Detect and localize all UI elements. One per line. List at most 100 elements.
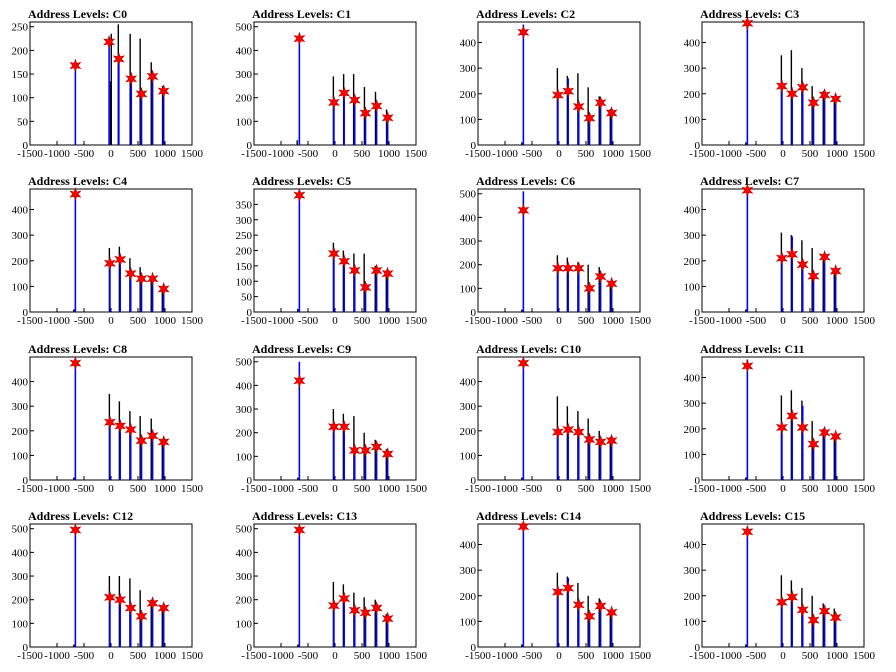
peak-marker <box>517 203 530 218</box>
x-tick-label: 1500 <box>853 650 876 662</box>
y-tick-label: 400 <box>236 45 253 57</box>
peak-marker <box>583 111 596 126</box>
peak-marker <box>381 266 394 281</box>
x-tick-label: 1500 <box>629 148 652 160</box>
x-tick-label: 500 <box>578 148 595 160</box>
y-tick-label: 150 <box>236 261 253 273</box>
peak-marker <box>605 106 618 120</box>
y-tick-label: 150 <box>12 69 29 81</box>
y-tick-label: 400 <box>460 38 477 50</box>
peak-marker <box>103 590 116 605</box>
peak-marker <box>551 425 564 439</box>
x-tick-label: -500 <box>74 483 95 495</box>
y-tick-label: 200 <box>236 428 253 440</box>
plot-frame <box>29 523 193 648</box>
y-tick-label: 300 <box>236 69 253 81</box>
x-tick-label: -1500 <box>465 315 491 327</box>
peak-marker <box>775 595 788 610</box>
peak-marker <box>112 51 125 66</box>
chart-title: Address Levels: C3 <box>700 7 799 21</box>
y-tick-label: 500 <box>12 524 29 536</box>
x-tick-label: 1000 <box>826 148 849 160</box>
peak-marker <box>562 581 575 596</box>
x-tick-label: -1500 <box>689 483 715 495</box>
x-tick-label: -1500 <box>17 650 43 662</box>
y-tick-label: 200 <box>684 256 701 268</box>
peak-marker <box>348 603 361 618</box>
x-tick-label: -1000 <box>268 148 294 160</box>
x-tick-label: -500 <box>746 650 767 662</box>
x-tick-label: -1000 <box>716 148 742 160</box>
peak-marker <box>157 601 170 615</box>
plot-frame <box>477 188 641 313</box>
y-tick-label: 400 <box>684 373 701 385</box>
chart-panel: Address Levels: C90100200300400500-1500-… <box>236 342 428 495</box>
y-tick-label: 200 <box>684 591 701 603</box>
x-tick-label: -1500 <box>241 148 267 160</box>
x-tick-label: 0 <box>780 315 786 327</box>
x-tick-label: 500 <box>354 148 371 160</box>
y-tick-label: 0 <box>23 475 29 487</box>
x-tick-label: 500 <box>354 650 371 662</box>
y-tick-label: 500 <box>236 524 253 536</box>
peak-marker <box>796 602 809 617</box>
peak-marker <box>125 71 138 86</box>
peak-marker <box>114 592 127 607</box>
x-tick-label: 1500 <box>181 315 204 327</box>
peak-marker <box>572 261 585 276</box>
peak-marker <box>741 359 754 373</box>
y-tick-label: 250 <box>12 22 29 34</box>
y-tick-label: 400 <box>460 377 477 389</box>
x-tick-label: 0 <box>556 650 562 662</box>
chart-title: Address Levels: C12 <box>28 509 133 523</box>
peak-marker <box>818 604 831 619</box>
y-tick-label: 300 <box>684 398 701 410</box>
y-tick-label: 100 <box>12 93 29 105</box>
x-tick-label: 0 <box>332 650 338 662</box>
peak-marker <box>796 80 809 95</box>
peak-marker <box>146 271 159 286</box>
chart-panel: Address Levels: C0 0 50 100 150 200 250 -1500 -1… <box>12 7 204 160</box>
y-tick-label: 100 <box>684 114 701 126</box>
peak-marker <box>338 86 351 100</box>
peak-marker <box>370 263 383 278</box>
y-tick-label: 0 <box>471 307 477 319</box>
y-tick-label: 0 <box>23 307 29 319</box>
peak-marker <box>741 524 754 539</box>
peak-marker <box>146 596 159 611</box>
y-tick-label: 500 <box>236 22 253 34</box>
peak-marker <box>786 247 799 262</box>
x-tick-label: -1000 <box>716 315 742 327</box>
peak-marker <box>69 522 82 537</box>
chart-title: Address Levels: C0 <box>28 7 127 21</box>
peak-marker <box>135 433 148 448</box>
chart-panel: Address Levels: C2 0 100 200 300 400 -1500 -100… <box>460 7 652 160</box>
y-tick-label: 0 <box>695 140 701 152</box>
peak-marker <box>348 93 361 108</box>
y-tick-label: 0 <box>695 307 701 319</box>
y-tick-label: 300 <box>684 565 701 577</box>
chart-panel: Address Levels: C12 0 100 200 300 400 500 -1500… <box>12 509 204 662</box>
chart-title: Address Levels: C6 <box>476 174 575 188</box>
chart-title: Address Levels: C13 <box>252 509 357 523</box>
x-tick-label: -1000 <box>268 483 294 495</box>
y-tick-label: 100 <box>460 283 477 295</box>
peak-marker <box>124 422 137 437</box>
y-tick-label: 50 <box>241 292 253 304</box>
peak-marker <box>327 419 340 434</box>
peak-marker <box>786 590 799 604</box>
y-tick-label: 100 <box>684 616 701 628</box>
peak-marker <box>517 356 530 371</box>
peak-marker <box>583 432 596 447</box>
x-tick-label: 0 <box>108 148 114 160</box>
y-tick-label: 0 <box>695 475 701 487</box>
y-tick-label: 350 <box>236 199 253 211</box>
peak-marker <box>829 91 842 106</box>
y-tick-label: 100 <box>460 114 477 126</box>
x-tick-label: -1000 <box>44 650 70 662</box>
peak-marker <box>359 443 372 458</box>
y-tick-label: 0 <box>23 642 29 654</box>
peak-marker <box>562 422 575 437</box>
x-tick-label: -1000 <box>268 315 294 327</box>
x-tick-label: -1500 <box>241 483 267 495</box>
